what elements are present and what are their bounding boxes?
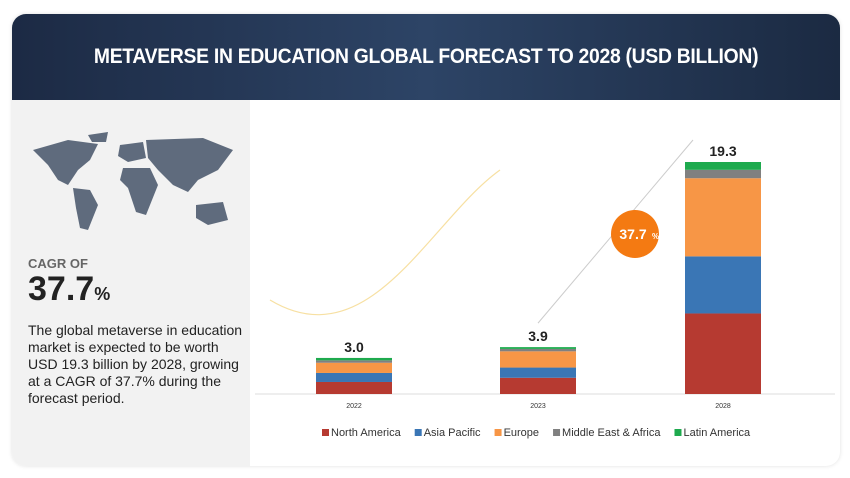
bar-segment-europe	[500, 351, 576, 368]
bar-segment-latin-america	[316, 357, 392, 361]
infographic-card: METAVERSE IN EDUCATION GLOBAL FORECAST T…	[12, 14, 840, 466]
legend-label: Asia Pacific	[424, 427, 481, 439]
cagr-value: 37.7%	[28, 270, 110, 309]
bar-segment-asia-pacific	[500, 367, 576, 378]
legend-label: Latin America	[683, 427, 751, 439]
cagr-badge-text: 37.7	[619, 226, 646, 242]
cagr-label: CAGR OF	[28, 256, 88, 271]
bar-segment-north-america	[685, 313, 761, 394]
legend-label: Europe	[504, 427, 539, 439]
x-tick-label: 2023	[530, 403, 546, 410]
bar-total-label: 3.9	[528, 328, 548, 344]
bar-segment-europe	[316, 362, 392, 373]
bar-segment-asia-pacific	[316, 372, 392, 382]
bar-total-label: 19.3	[709, 143, 736, 159]
legend-swatch	[674, 429, 682, 436]
cagr-unit: %	[94, 284, 111, 304]
legend-swatch	[553, 429, 561, 436]
bar-segment-asia-pacific	[685, 256, 761, 314]
x-tick-label: 2028	[715, 403, 731, 410]
bar-segment-north-america	[316, 381, 392, 394]
bar-total-label: 3.0	[344, 339, 364, 355]
legend-swatch	[494, 429, 502, 436]
legend-label: Middle East & Africa	[562, 427, 661, 439]
bar-segment-middle-east-africa	[500, 348, 576, 352]
cagr-badge-unit: %	[652, 232, 659, 241]
cagr-number: 37.7	[28, 270, 95, 308]
legend-label: North America	[331, 427, 402, 439]
world-map-icon	[33, 132, 233, 230]
x-tick-label: 2022	[346, 403, 362, 410]
decorative-curve	[269, 169, 501, 316]
legend-swatch	[414, 429, 422, 436]
left-panel: CAGR OF 37.7% The global metaverse in ed…	[12, 100, 250, 466]
bar-segment-middle-east-africa	[685, 169, 761, 179]
header: METAVERSE IN EDUCATION GLOBAL FORECAST T…	[12, 14, 840, 100]
bar-segment-europe	[685, 178, 761, 257]
cagr-badge	[611, 210, 659, 258]
bar-segment-middle-east-africa	[316, 360, 392, 363]
bar-segment-latin-america	[685, 162, 761, 170]
bar-segment-north-america	[500, 377, 576, 394]
stacked-bar-chart: 3.0 2022 3.9 2023 19.3 2028 37.7 % North America…	[255, 139, 835, 439]
legend-swatch	[322, 429, 329, 436]
page-title: METAVERSE IN EDUCATION GLOBAL FORECAST T…	[93, 45, 759, 68]
bar-segment-latin-america	[500, 347, 576, 349]
description: The global metaverse in education market…	[28, 322, 243, 406]
